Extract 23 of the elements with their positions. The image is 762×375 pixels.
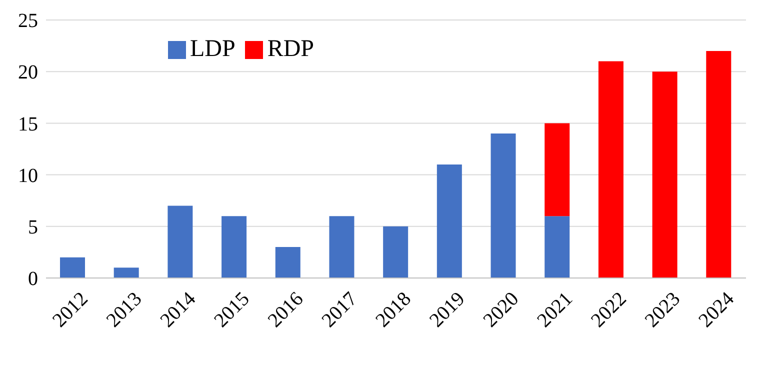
- bar: [222, 216, 247, 278]
- y-tick-label: 10: [18, 164, 38, 187]
- y-tick-label: 15: [18, 113, 38, 136]
- y-tick-label: 5: [28, 216, 38, 238]
- legend-label: RDP: [267, 36, 314, 62]
- legend-label: LDP: [190, 36, 236, 62]
- bar: [168, 206, 193, 278]
- bar: [706, 50, 732, 278]
- y-tick-label: 20: [18, 62, 38, 84]
- bar: [436, 164, 462, 278]
- bar: [598, 61, 624, 278]
- x-tick-label: 2021: [533, 288, 577, 332]
- bar: [60, 257, 85, 278]
- bar: [544, 123, 570, 216]
- y-tick-label: 0: [28, 268, 38, 290]
- bar: [652, 72, 678, 278]
- bar: [383, 226, 408, 278]
- bar: [329, 216, 354, 278]
- y-tick-label: 25: [18, 10, 38, 32]
- bar: [275, 247, 300, 278]
- bar: [544, 216, 570, 278]
- bar: [490, 134, 516, 278]
- bar: [114, 268, 139, 278]
